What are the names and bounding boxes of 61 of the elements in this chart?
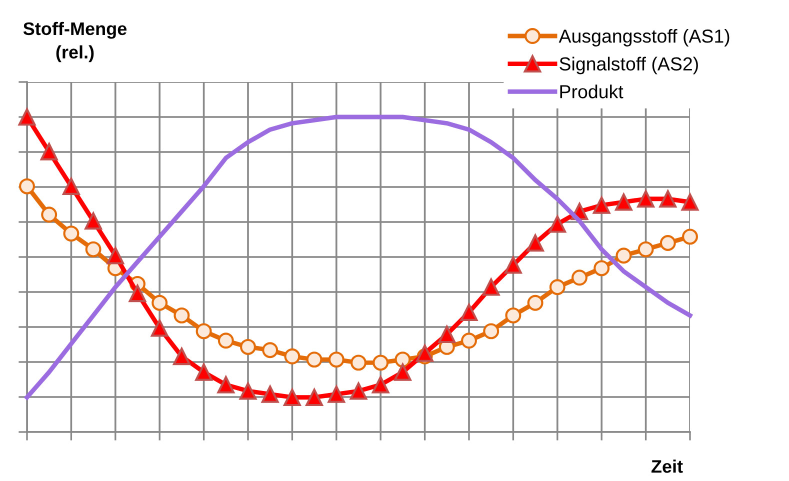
point (106, 246, 124, 264)
point (681, 193, 699, 211)
point (594, 260, 610, 276)
point (548, 215, 566, 233)
point (572, 270, 588, 286)
legend-label: Produkt (560, 84, 624, 98)
point (240, 338, 256, 355)
point (261, 386, 279, 403)
point (527, 294, 544, 311)
legend-label: Signalstoff (AS2) (560, 56, 698, 74)
point (438, 326, 456, 344)
point (659, 190, 677, 208)
point (85, 241, 102, 258)
point (18, 108, 36, 126)
point (84, 212, 102, 230)
point (196, 323, 212, 340)
point (218, 332, 234, 349)
point (239, 382, 257, 400)
point (394, 352, 411, 368)
point (306, 388, 323, 406)
point (217, 376, 235, 394)
point (152, 294, 168, 311)
point (460, 304, 478, 321)
point (526, 234, 544, 252)
point (461, 332, 477, 349)
x-axis-title: Zeit (651, 460, 683, 473)
point (372, 354, 389, 371)
point (262, 342, 278, 358)
point (416, 344, 434, 362)
point (504, 256, 522, 274)
point (328, 352, 344, 368)
point (284, 388, 301, 406)
point (483, 323, 500, 340)
point (482, 278, 500, 296)
point (682, 228, 698, 245)
point (128, 284, 146, 302)
point (306, 352, 322, 368)
point (195, 363, 212, 381)
point (637, 190, 654, 208)
point (394, 363, 412, 381)
point (592, 196, 610, 214)
point (63, 226, 80, 242)
point (638, 241, 654, 258)
y-axis-title: Stoff-Menge (rel.) (23, 22, 127, 62)
point (549, 279, 566, 296)
point (174, 307, 190, 324)
legend-label: Ausgangsstoff (AS1) (558, 29, 730, 46)
point (660, 235, 676, 251)
point (372, 376, 390, 394)
point (505, 307, 522, 324)
point (616, 248, 632, 264)
point (350, 382, 368, 400)
point (350, 354, 366, 371)
point (284, 348, 300, 364)
point (41, 206, 58, 223)
point (328, 386, 346, 403)
point (150, 319, 168, 337)
point (615, 193, 632, 211)
point (173, 348, 190, 366)
point (62, 178, 80, 195)
point (40, 142, 58, 160)
